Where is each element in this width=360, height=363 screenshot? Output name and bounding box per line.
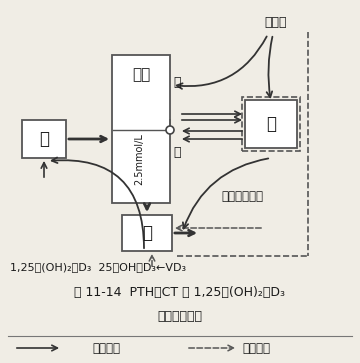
Text: 2.5mmol/L: 2.5mmol/L	[134, 133, 144, 185]
Text: 表示抑制: 表示抑制	[242, 342, 270, 355]
Text: 降钙素: 降钙素	[265, 16, 287, 29]
Text: 肠: 肠	[39, 130, 49, 148]
Text: 图 11-14  PTH、CT 与 1,25－(OH)₂－D₃: 图 11-14 PTH、CT 与 1,25－(OH)₂－D₃	[75, 286, 285, 298]
Bar	[22, 120, 66, 158]
Bar	[122, 215, 172, 251]
Text: 肾: 肾	[142, 224, 152, 242]
Bar	[242, 97, 300, 151]
Text: 甲状旁腺激素: 甲状旁腺激素	[221, 189, 263, 203]
Bar	[245, 100, 297, 148]
Text: 高: 高	[173, 77, 181, 90]
Text: 对血钙的调节: 对血钙的调节	[158, 310, 202, 323]
Bar	[112, 55, 170, 203]
Text: 1,25－(OH)₂－D₃  25－OH－D₃←VD₃: 1,25－(OH)₂－D₃ 25－OH－D₃←VD₃	[10, 262, 186, 272]
Text: 低: 低	[173, 146, 181, 159]
Text: 骨: 骨	[266, 115, 276, 133]
Circle shape	[166, 126, 174, 134]
Text: 表示促进: 表示促进	[92, 342, 120, 355]
Text: 血钙: 血钙	[132, 68, 150, 82]
